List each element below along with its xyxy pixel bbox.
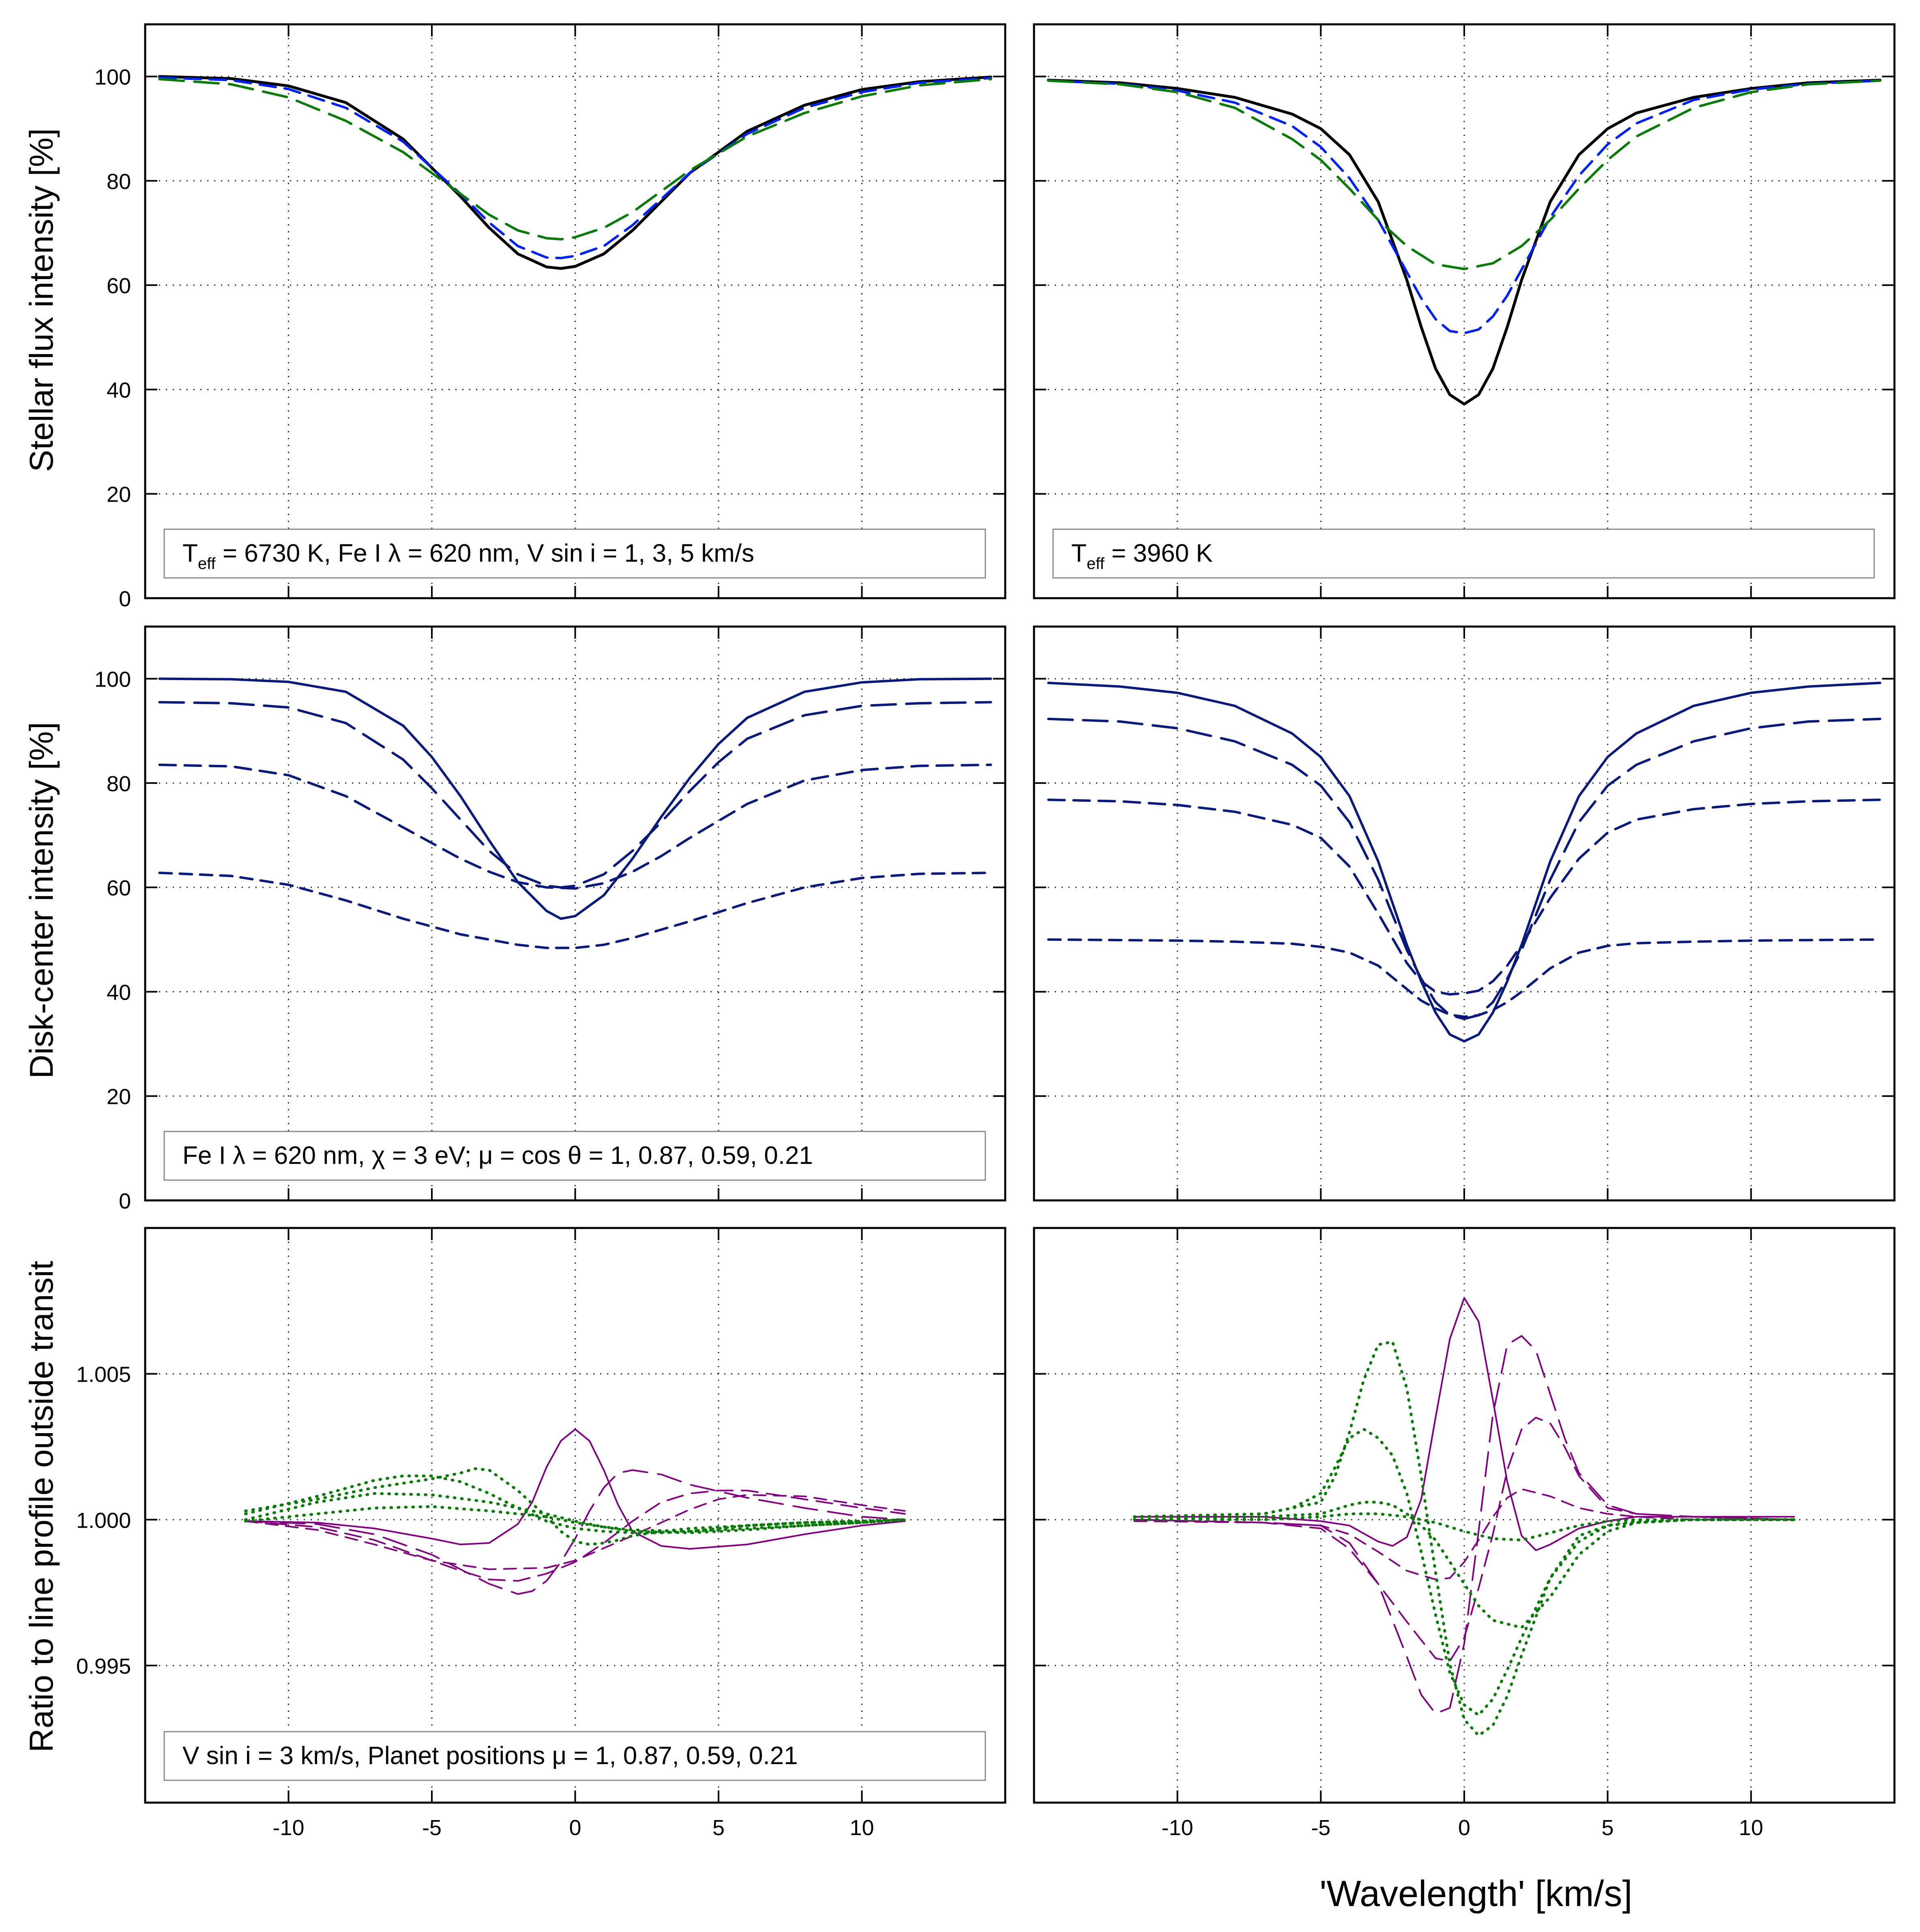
center-right-series-3 <box>1047 938 1881 1018</box>
flux-left-series-2 <box>158 78 992 240</box>
ratio-left-legend-text: V sin i = 3 km/s, Planet positions μ = 1… <box>182 1742 798 1770</box>
center-left-legend-box <box>163 1131 986 1181</box>
center-left-ytick-label-4: 80 <box>107 772 131 796</box>
text-layer: Stellar flux intensity [%] Disk-center i… <box>23 65 1875 1914</box>
ratio-left-series-3 <box>245 1494 906 1570</box>
ratio-right-xtick-label-3: 5 <box>1602 1816 1614 1840</box>
ratio-right-xtick-label-4: 10 <box>1739 1816 1763 1840</box>
ratio-right-xtick-label-2: 0 <box>1458 1816 1470 1840</box>
flux-left-series-0 <box>158 75 993 270</box>
series-layer <box>158 75 1882 1737</box>
x-axis-title: 'Wavelength' [km/s] <box>1319 1874 1632 1914</box>
center-left-ytick-label-0: 0 <box>119 1189 131 1213</box>
flux-left-series-1 <box>158 76 992 260</box>
flux-left-legend-text: Teff = 6730 K, Fe I λ = 620 nm, V sin i … <box>182 539 754 573</box>
flux-left-ytick-label-4: 80 <box>107 170 131 194</box>
ratio-left-series-6 <box>244 1492 907 1535</box>
ratio-left-xtick-label-3: 5 <box>712 1816 725 1840</box>
ratio-right-series-1 <box>1133 1335 1795 1715</box>
ratio-right-series-5 <box>1133 1428 1796 1717</box>
ratio-left-ytick-label-0: 0.995 <box>76 1654 131 1679</box>
center-right-series-0 <box>1047 681 1881 1043</box>
center-right-series-1 <box>1047 717 1881 1020</box>
ratio-left-series-2 <box>245 1490 906 1582</box>
ratio-left-plot-area <box>145 1228 1005 1803</box>
flux-right-legend-text: Teff = 3960 K <box>1071 539 1213 573</box>
center-right-plot-area <box>1034 627 1894 1200</box>
flux-right-series-2 <box>1047 79 1881 270</box>
flux-left-plot-area <box>145 24 1005 598</box>
ratio-right-series-0 <box>1133 1297 1795 1551</box>
flux-left-ytick-label-0: 0 <box>119 587 131 611</box>
ratio-left-ytick-label-1: 1.000 <box>76 1508 131 1533</box>
flux-right-series-1 <box>1047 79 1881 335</box>
ratio-left-xtick-label-4: 10 <box>850 1816 874 1840</box>
ratio-left-xtick-label-1: -5 <box>422 1816 442 1840</box>
center-left-ytick-label-3: 60 <box>107 876 131 900</box>
grid-layer <box>145 24 1894 1803</box>
flux-left-ytick-label-5: 100 <box>94 65 131 90</box>
ratio-right-series-6 <box>1133 1501 1796 1629</box>
center-left-series-3 <box>158 872 992 949</box>
ratio-left-series-5 <box>244 1474 907 1535</box>
ratio-right-series-2 <box>1133 1417 1795 1662</box>
center-left-ytick-label-5: 100 <box>94 668 131 692</box>
ratio-left-series-1 <box>245 1469 906 1595</box>
flux-left-ytick-label-1: 20 <box>107 483 131 507</box>
y-axis-title-flux: Stellar flux intensity [%] <box>23 128 60 472</box>
flux-right-legend-box <box>1052 528 1875 579</box>
y-axis-title-center: Disk-center intensity [%] <box>23 722 60 1079</box>
center-left-plot-area <box>145 627 1005 1200</box>
ratio-right-xtick-label-1: -5 <box>1311 1816 1330 1840</box>
y-axis-title-ratio: Ratio to line profile outside transit <box>23 1261 60 1753</box>
ratio-left-series-0 <box>245 1428 906 1550</box>
flux-left-ytick-label-3: 60 <box>107 274 131 298</box>
flux-left-legend-box <box>163 528 986 579</box>
ratio-left-xtick-label-2: 0 <box>569 1816 581 1840</box>
center-left-series-2 <box>158 763 992 890</box>
ratio-left-legend-box <box>163 1731 986 1781</box>
frame-layer <box>144 23 1896 1804</box>
ratio-left-series-7 <box>244 1505 907 1533</box>
ratio-right-xtick-label-0: -10 <box>1162 1816 1193 1840</box>
center-left-ytick-label-1: 20 <box>107 1085 131 1109</box>
center-left-series-1 <box>158 701 992 889</box>
flux-right-plot-area <box>1034 24 1894 598</box>
center-left-ytick-label-2: 40 <box>107 980 131 1005</box>
ratio-right-series-3 <box>1133 1488 1795 1580</box>
flux-left-ytick-label-2: 40 <box>107 378 131 402</box>
center-left-legend-text: Fe I λ = 620 nm, χ = 3 eV; μ = cos θ = 1… <box>182 1142 813 1170</box>
center-left-series-0 <box>158 677 992 920</box>
ratio-left-ytick-label-2: 1.005 <box>76 1363 131 1387</box>
flux-right-series-0 <box>1047 79 1882 406</box>
ratio-left-xtick-label-0: -10 <box>272 1816 304 1840</box>
